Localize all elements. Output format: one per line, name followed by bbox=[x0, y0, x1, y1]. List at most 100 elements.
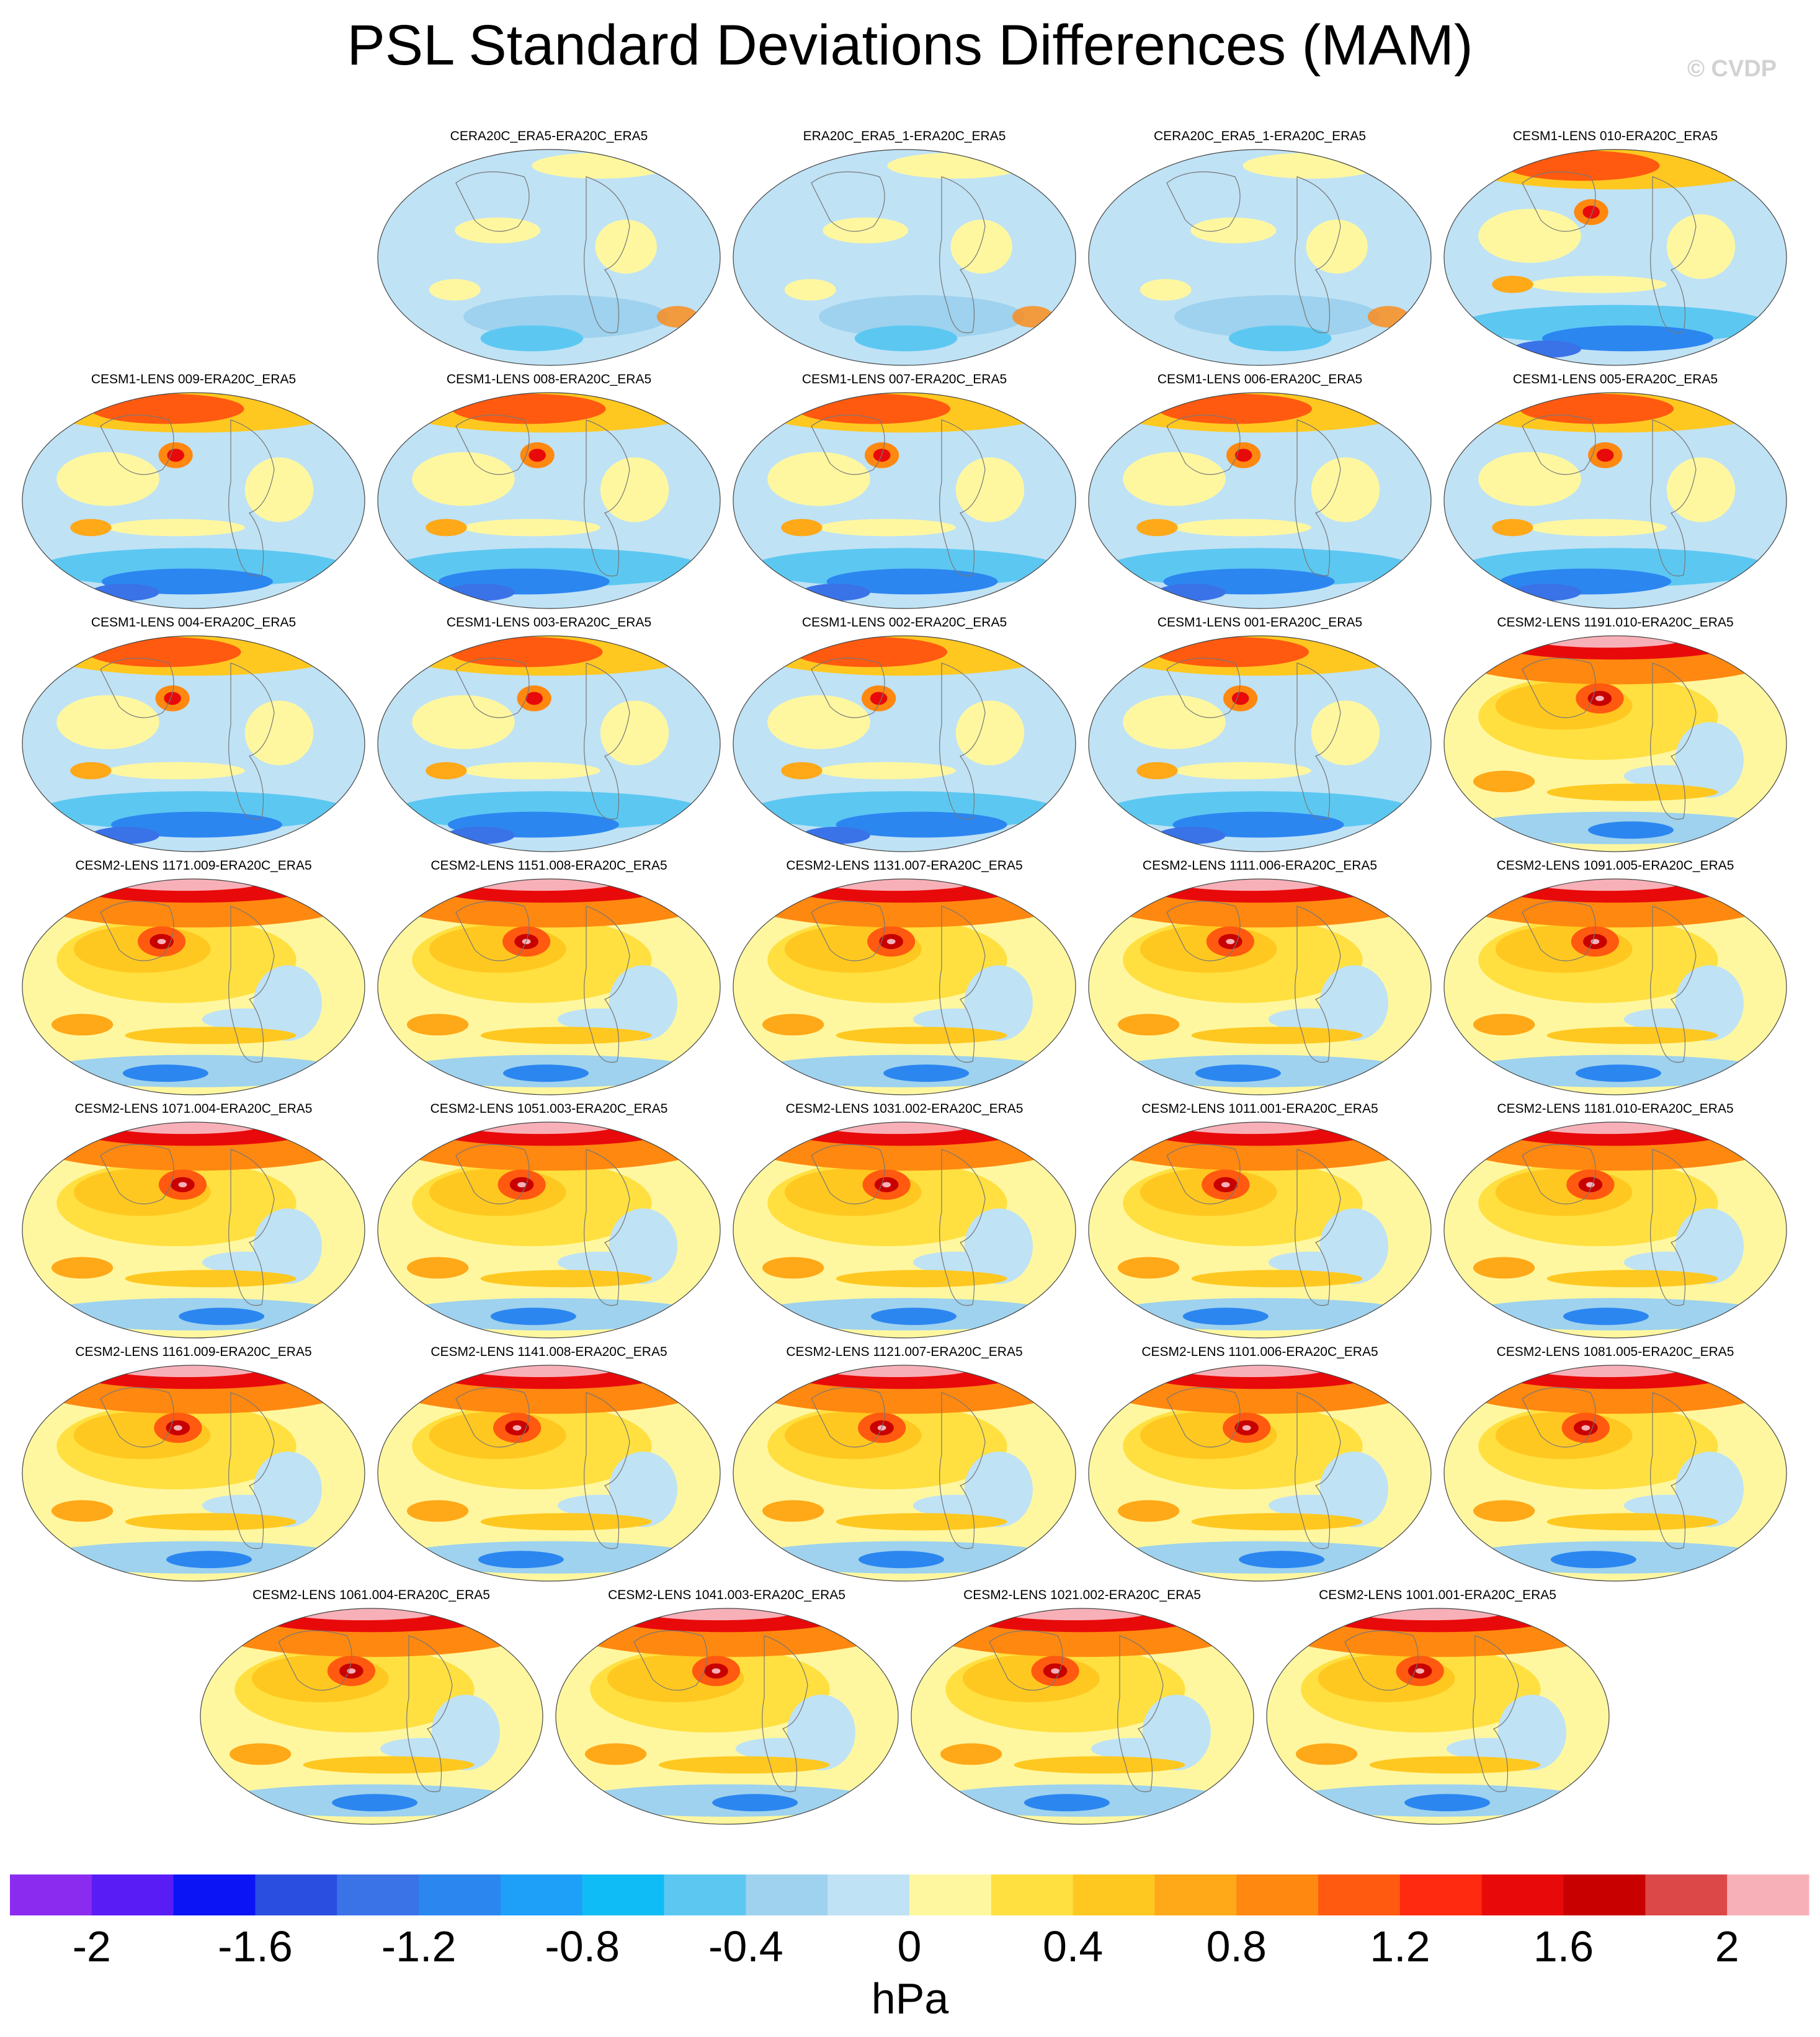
colorbar-swatch bbox=[1236, 1874, 1319, 1915]
map-panel-image bbox=[22, 635, 365, 852]
map-panel-title: CESM1-LENS 004-ERA20C_ERA5 bbox=[91, 615, 297, 630]
map-panel-image bbox=[377, 878, 721, 1095]
map-panel-image bbox=[733, 392, 1076, 609]
map-panel-title: CESM2-LENS 1141.008-ERA20C_ERA5 bbox=[430, 1345, 667, 1359]
map-panel-image bbox=[1088, 392, 1432, 609]
map-panel: CESM1-LENS 002-ERA20C_ERA5 bbox=[731, 615, 1078, 857]
map-panel-title: CESM1-LENS 009-ERA20C_ERA5 bbox=[91, 372, 297, 386]
map-panel-image bbox=[1088, 635, 1432, 852]
colorbar-tick-label: -0.4 bbox=[708, 1922, 783, 1971]
colorbar-tick-label: -1.2 bbox=[381, 1922, 457, 1971]
map-panel: CESM2-LENS 1101.006-ERA20C_ERA5 bbox=[1086, 1344, 1434, 1586]
map-panel: CESM2-LENS 1111.006-ERA20C_ERA5 bbox=[1086, 858, 1434, 1100]
colorbar-tick-label: 1.6 bbox=[1533, 1922, 1594, 1971]
map-panel-title: CESM2-LENS 1151.008-ERA20C_ERA5 bbox=[430, 858, 667, 873]
map-panel-image bbox=[377, 392, 721, 609]
colorbar-swatch bbox=[1645, 1874, 1728, 1915]
map-panel: CESM1-LENS 007-ERA20C_ERA5 bbox=[731, 372, 1078, 613]
map-panel-title: CESM2-LENS 1001.001-ERA20C_ERA5 bbox=[1319, 1588, 1556, 1602]
colorbar-units: hPa bbox=[871, 1974, 949, 2023]
map-panel: CESM2-LENS 1191.010-ERA20C_ERA5 bbox=[1442, 615, 1789, 857]
map-panel-title: CESM2-LENS 1051.003-ERA20C_ERA5 bbox=[430, 1102, 668, 1116]
map-panel-image bbox=[1443, 635, 1787, 852]
map-panel: CESM1-LENS 006-ERA20C_ERA5 bbox=[1086, 372, 1434, 613]
map-panel-image bbox=[1443, 392, 1787, 609]
map-panel-image bbox=[1443, 1121, 1787, 1339]
map-panel-title: CESM2-LENS 1121.007-ERA20C_ERA5 bbox=[786, 1345, 1023, 1359]
map-panel: CESM2-LENS 1051.003-ERA20C_ERA5 bbox=[375, 1101, 723, 1343]
map-panel-image bbox=[1443, 878, 1787, 1095]
colorbar-swatch bbox=[337, 1874, 419, 1915]
colorbar-tick-label: 2 bbox=[1715, 1922, 1739, 1971]
map-panel-title: CESM2-LENS 1041.003-ERA20C_ERA5 bbox=[608, 1588, 845, 1602]
map-panel: CESM2-LENS 1151.008-ERA20C_ERA5 bbox=[375, 858, 723, 1100]
map-panel-title: CESM2-LENS 1131.007-ERA20C_ERA5 bbox=[786, 858, 1023, 873]
colorbar-tick-label: -0.8 bbox=[545, 1922, 620, 1971]
map-panel-title: CESM1-LENS 007-ERA20C_ERA5 bbox=[801, 372, 1007, 386]
colorbar-swatch bbox=[1563, 1874, 1646, 1915]
map-panel-image bbox=[22, 878, 365, 1095]
map-panel: CESM2-LENS 1121.007-ERA20C_ERA5 bbox=[731, 1344, 1078, 1586]
colorbar-tick-label: 0 bbox=[897, 1922, 922, 1971]
map-panel: CESM2-LENS 1081.005-ERA20C_ERA5 bbox=[1442, 1344, 1789, 1586]
colorbar-swatch bbox=[991, 1874, 1074, 1915]
colorbar-swatch bbox=[827, 1874, 910, 1915]
colorbar-swatch bbox=[1154, 1874, 1237, 1915]
map-panel-image bbox=[22, 1365, 365, 1582]
map-panel: CESM1-LENS 005-ERA20C_ERA5 bbox=[1442, 372, 1789, 613]
map-panel-title: CESM1-LENS 005-ERA20C_ERA5 bbox=[1512, 372, 1718, 386]
map-panel-image bbox=[199, 1608, 543, 1825]
colorbar-swatch bbox=[664, 1874, 746, 1915]
map-panel-image bbox=[1443, 1365, 1787, 1582]
map-panel: CESM2-LENS 1041.003-ERA20C_ERA5 bbox=[553, 1587, 901, 1829]
map-panel-title: CESM2-LENS 1021.002-ERA20C_ERA5 bbox=[963, 1588, 1201, 1602]
map-panel-image bbox=[22, 1121, 365, 1339]
map-panel: CESM2-LENS 1131.007-ERA20C_ERA5 bbox=[731, 858, 1078, 1100]
map-panel-image bbox=[733, 1121, 1076, 1339]
map-panel: CESM1-LENS 003-ERA20C_ERA5 bbox=[375, 615, 723, 857]
map-panel-image bbox=[555, 1608, 899, 1825]
map-panel-image bbox=[1088, 1365, 1432, 1582]
map-panel-image bbox=[377, 149, 721, 366]
map-panel: CESM1-LENS 001-ERA20C_ERA5 bbox=[1086, 615, 1434, 857]
colorbar-swatch bbox=[909, 1874, 992, 1915]
colorbar-tick-label: 0.4 bbox=[1042, 1922, 1104, 1971]
map-panel: CERA20C_ERA5_1-ERA20C_ERA5 bbox=[1086, 128, 1434, 370]
map-panel: CESM2-LENS 1181.010-ERA20C_ERA5 bbox=[1442, 1101, 1789, 1343]
map-panel-image bbox=[733, 635, 1076, 852]
map-panel: CESM2-LENS 1031.002-ERA20C_ERA5 bbox=[731, 1101, 1078, 1343]
map-panel-image bbox=[1265, 1608, 1610, 1825]
map-panel-title: CERA20C_ERA5-ERA20C_ERA5 bbox=[450, 129, 648, 143]
map-panel-title: CESM2-LENS 1091.005-ERA20C_ERA5 bbox=[1496, 858, 1734, 873]
map-panel-title: CESM1-LENS 008-ERA20C_ERA5 bbox=[446, 372, 652, 386]
map-panel-title: CESM2-LENS 1161.009-ERA20C_ERA5 bbox=[75, 1345, 312, 1359]
map-panel-title: CESM2-LENS 1181.010-ERA20C_ERA5 bbox=[1497, 1102, 1734, 1116]
map-panel-image bbox=[1443, 149, 1787, 366]
colorbar-swatch bbox=[582, 1874, 665, 1915]
map-panel-title: CESM2-LENS 1101.006-ERA20C_ERA5 bbox=[1141, 1345, 1378, 1359]
map-panel: CERA20C_ERA5-ERA20C_ERA5 bbox=[375, 128, 723, 370]
figure-title: PSL Standard Deviations Differences (MAM… bbox=[347, 14, 1473, 77]
colorbar-swatch bbox=[500, 1874, 583, 1915]
map-panel: CESM2-LENS 1001.001-ERA20C_ERA5 bbox=[1264, 1587, 1612, 1829]
map-panel-image bbox=[1088, 149, 1432, 366]
map-panel-image bbox=[1088, 1121, 1432, 1339]
map-panel-title: CESM1-LENS 003-ERA20C_ERA5 bbox=[446, 615, 652, 630]
map-panel-title: CESM2-LENS 1031.002-ERA20C_ERA5 bbox=[785, 1102, 1024, 1116]
map-panel: CESM1-LENS 010-ERA20C_ERA5 bbox=[1442, 128, 1789, 370]
colorbar-swatch bbox=[1318, 1874, 1401, 1915]
colorbar-swatch bbox=[173, 1874, 256, 1915]
map-panel: CESM2-LENS 1021.002-ERA20C_ERA5 bbox=[909, 1587, 1256, 1829]
colorbar-tick-label: 0.8 bbox=[1206, 1922, 1267, 1971]
map-panel: ERA20C_ERA5_1-ERA20C_ERA5 bbox=[731, 128, 1078, 370]
map-panel-title: CESM2-LENS 1071.004-ERA20C_ERA5 bbox=[74, 1102, 313, 1116]
map-panel-image bbox=[377, 1121, 721, 1339]
map-panel-title: CERA20C_ERA5_1-ERA20C_ERA5 bbox=[1154, 129, 1366, 143]
map-panel: CESM1-LENS 008-ERA20C_ERA5 bbox=[375, 372, 723, 613]
map-panel-image bbox=[733, 878, 1076, 1095]
map-panel-title: CESM1-LENS 002-ERA20C_ERA5 bbox=[801, 615, 1007, 630]
map-panel: CESM2-LENS 1011.001-ERA20C_ERA5 bbox=[1086, 1101, 1434, 1343]
map-panel-title: CESM2-LENS 1081.005-ERA20C_ERA5 bbox=[1496, 1345, 1734, 1359]
colorbar-swatch bbox=[1727, 1874, 1809, 1915]
